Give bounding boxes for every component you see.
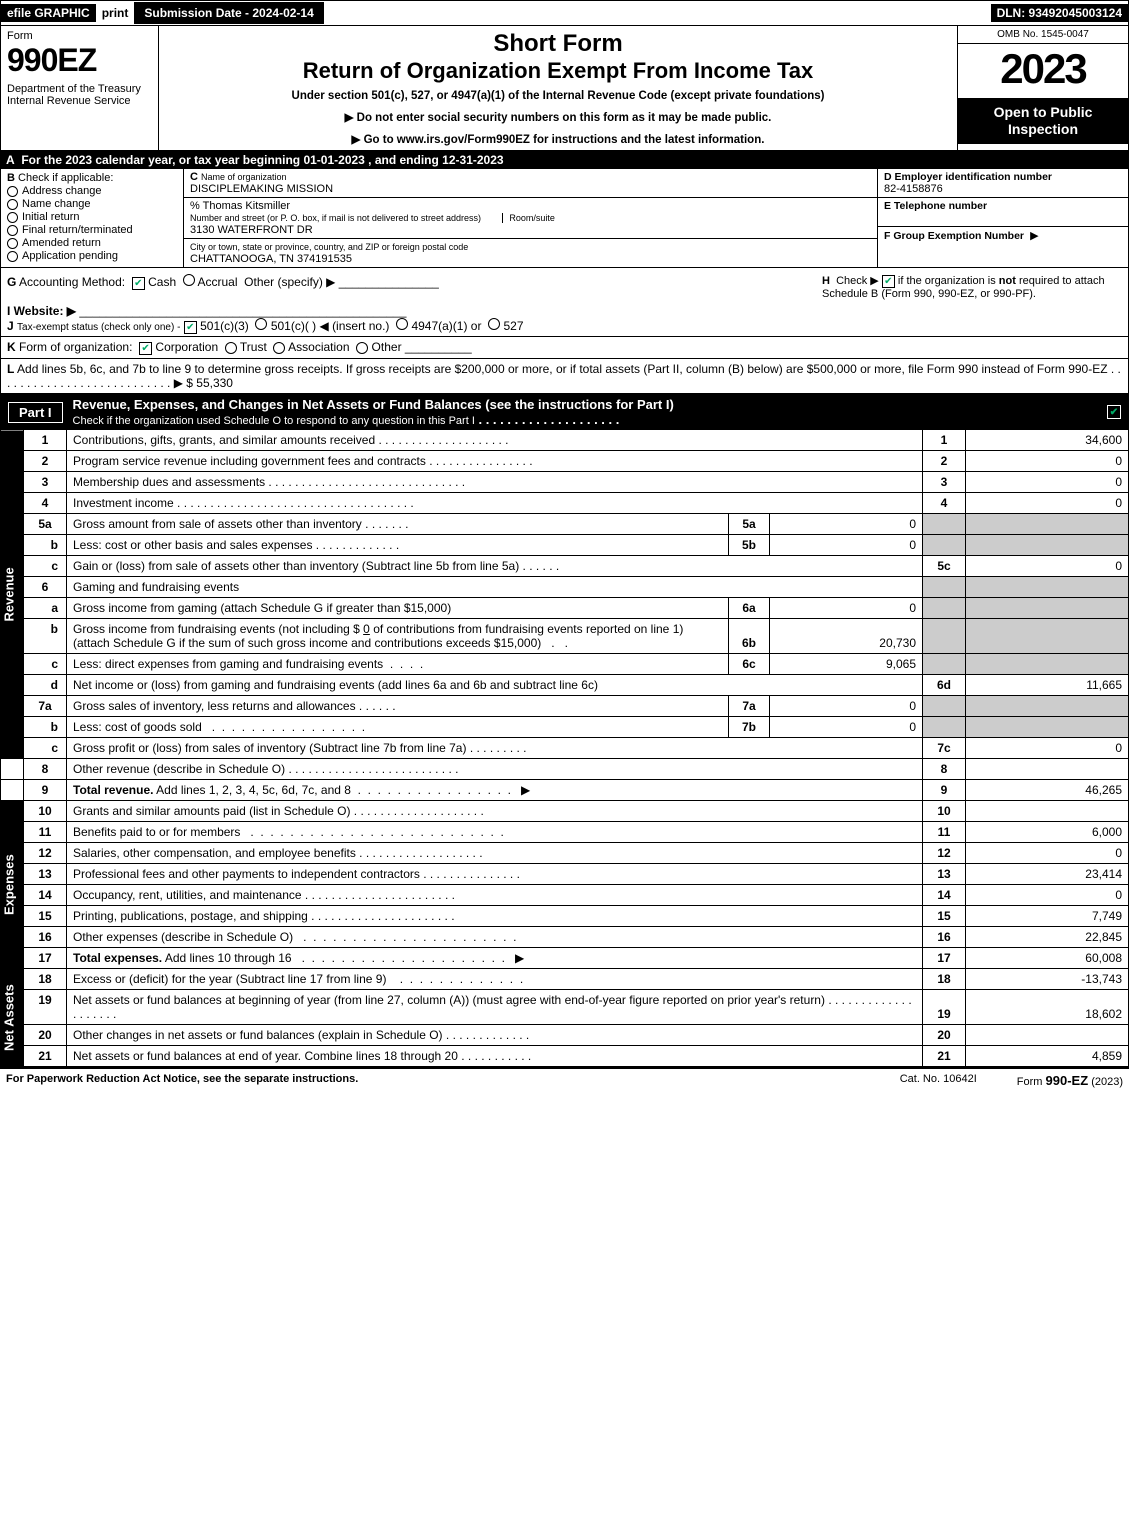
f-arrow: ▶ <box>1030 230 1038 242</box>
header-left: Form 990EZ Department of the Treasury In… <box>1 26 159 150</box>
room-label: Room/suite <box>502 213 555 223</box>
cb-amended-return[interactable]: Amended return <box>7 237 177 249</box>
section-c: C Name of organization DISCIPLEMAKING MI… <box>184 169 877 267</box>
org-name: DISCIPLEMAKING MISSION <box>190 183 333 195</box>
cb-501c3[interactable] <box>184 321 197 334</box>
subtitle-1: Under section 501(c), 527, or 4947(a)(1)… <box>163 90 953 102</box>
cb-h[interactable] <box>882 275 895 288</box>
care-of: % Thomas Kitsmiller <box>190 200 290 212</box>
omb-number: OMB No. 1545-0047 <box>958 26 1128 44</box>
tax-year: 2023 <box>958 44 1128 98</box>
k-label: Form of organization: <box>19 340 132 354</box>
vtab-expenses: Expenses <box>1 801 24 969</box>
j-label: Tax-exempt status (check only one) - <box>17 322 180 333</box>
vtab-netassets: Net Assets <box>1 969 24 1067</box>
other-specify: Other (specify) ▶ <box>244 275 335 289</box>
row-gh: G Accounting Method: Cash Accrual Other … <box>0 268 1129 337</box>
dln-label: DLN: 93492045003124 <box>991 4 1128 22</box>
e-label: Telephone number <box>894 200 987 212</box>
cb-cash[interactable] <box>132 277 145 290</box>
cb-other[interactable] <box>356 342 368 354</box>
street-label: Number and street (or P. O. box, if mail… <box>190 213 481 223</box>
form-number: 990EZ <box>7 42 152 79</box>
lines-table: Revenue 1 Contributions, gifts, grants, … <box>0 430 1129 1067</box>
street-value: 3130 WATERFRONT DR <box>190 224 313 236</box>
form-label: Form <box>7 30 152 42</box>
cb-4947[interactable] <box>396 318 408 330</box>
cb-corp[interactable] <box>139 342 152 355</box>
section-h: H Check ▶ if the organization is not req… <box>822 274 1122 300</box>
cb-name-change[interactable]: Name change <box>7 198 177 210</box>
b-label: Check if applicable: <box>18 172 113 184</box>
part-1-title: Revenue, Expenses, and Changes in Net As… <box>73 397 1099 427</box>
l-text: Add lines 5b, 6c, and 7b to line 9 to de… <box>17 362 1108 376</box>
cb-address-change[interactable]: Address change <box>7 185 177 197</box>
open-to-public: Open to Public Inspection <box>958 98 1128 144</box>
short-form-title: Short Form <box>163 30 953 58</box>
part-1-check-text: Check if the organization used Schedule … <box>73 415 475 427</box>
cb-accrual[interactable] <box>183 274 195 286</box>
cb-assoc[interactable] <box>273 342 285 354</box>
goto-link[interactable]: Go to www.irs.gov/Form990EZ for instruct… <box>364 134 765 146</box>
cb-initial-return[interactable]: Initial return <box>7 211 177 223</box>
top-bar: efile GRAPHIC print Submission Date - 20… <box>0 0 1129 26</box>
header-center: Short Form Return of Organization Exempt… <box>159 26 957 150</box>
subtitle-2b: Go to www.irs.gov/Form990EZ for instruct… <box>163 132 953 146</box>
l-value: $ 55,330 <box>186 376 233 390</box>
city-value: CHATTANOOGA, TN 374191535 <box>190 253 352 265</box>
submission-date: Submission Date - 2024-02-14 <box>134 2 323 24</box>
section-b: B Check if applicable: Address change Na… <box>1 169 184 267</box>
g-label: Accounting Method: <box>19 275 125 289</box>
city-label: City or town, state or province, country… <box>190 242 468 252</box>
cb-final-return[interactable]: Final return/terminated <box>7 224 177 236</box>
block-bcdef: B Check if applicable: Address change Na… <box>0 169 1129 268</box>
main-title: Return of Organization Exempt From Incom… <box>163 58 953 84</box>
cb-trust[interactable] <box>225 342 237 354</box>
c-name-label: Name of organization <box>201 172 287 182</box>
footer-left: For Paperwork Reduction Act Notice, see … <box>6 1073 358 1088</box>
part-1-label: Part I <box>8 402 63 423</box>
cb-schedule-o[interactable] <box>1107 405 1121 419</box>
row-l: L Add lines 5b, 6c, and 7b to line 9 to … <box>0 359 1129 394</box>
department-label: Department of the Treasury Internal Reve… <box>7 83 152 107</box>
section-def: D Employer identification number 82-4158… <box>877 169 1128 267</box>
subtitle-2a: Do not enter social security numbers on … <box>163 110 953 124</box>
ein-value: 82-4158876 <box>884 183 943 195</box>
part-1-header: Part I Revenue, Expenses, and Changes in… <box>0 394 1129 430</box>
cb-527[interactable] <box>488 318 500 330</box>
efile-label: efile GRAPHIC <box>1 4 96 22</box>
print-label[interactable]: print <box>96 4 135 22</box>
header-right: OMB No. 1545-0047 2023 Open to Public In… <box>957 26 1128 150</box>
footer: For Paperwork Reduction Act Notice, see … <box>0 1067 1129 1092</box>
cb-501c[interactable] <box>255 318 267 330</box>
row-k: K Form of organization: Corporation Trus… <box>0 337 1129 359</box>
i-label: Website: ▶ <box>14 304 76 318</box>
d-label: Employer identification number <box>895 171 1053 183</box>
section-a: A For the 2023 calendar year, or tax yea… <box>0 151 1129 169</box>
footer-right: Form 990-EZ (2023) <box>1017 1073 1123 1088</box>
footer-center: Cat. No. 10642I <box>900 1073 977 1088</box>
f-label: Group Exemption Number <box>893 230 1024 242</box>
form-header: Form 990EZ Department of the Treasury In… <box>0 26 1129 151</box>
section-a-text: For the 2023 calendar year, or tax year … <box>21 153 503 167</box>
cb-application-pending[interactable]: Application pending <box>7 250 177 262</box>
vtab-revenue: Revenue <box>1 430 24 759</box>
